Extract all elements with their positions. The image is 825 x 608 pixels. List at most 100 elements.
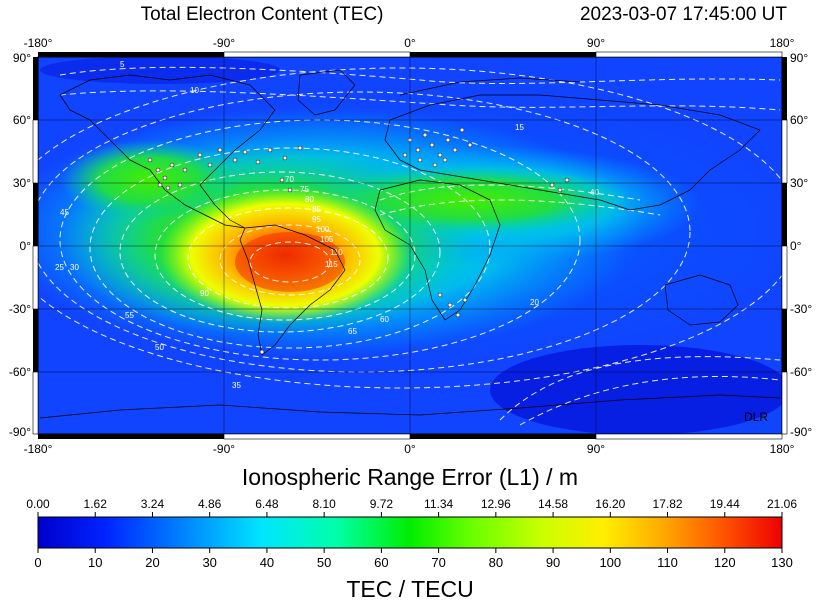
tec-tick-labels: 0 10 20 30 40 50 60 70 80 90 100 110 120 130 [34, 555, 792, 570]
y-axis-right-labels: 90° 60° 30° 0° -30° -60° -90° [790, 51, 812, 439]
south-america-outline [239, 224, 346, 356]
tec-tick: 90 [546, 555, 560, 570]
range-error-tick: 9.72 [370, 497, 394, 511]
tec-tick: 120 [714, 555, 736, 570]
range-error-tick: 17.82 [653, 497, 683, 511]
tec-axis-label: TEC / TECU [346, 576, 473, 602]
contour-label: 100 [316, 225, 330, 234]
contour-label: 20 [530, 298, 539, 307]
range-error-tick: 3.24 [141, 497, 165, 511]
range-error-tick: 8.10 [312, 497, 336, 511]
contour-label: 5 [120, 60, 125, 69]
range-error-tick: 21.06 [767, 497, 797, 511]
contour-label: 10 [190, 86, 199, 95]
tec-tick: 40 [260, 555, 274, 570]
tec-tick: 20 [145, 555, 159, 570]
contour-label: 95 [312, 215, 321, 224]
x-tick-label: 180° [770, 36, 795, 50]
arctic-coast [399, 77, 581, 96]
australia-outline [664, 274, 739, 326]
grid [38, 57, 782, 434]
tec-tick: 30 [202, 555, 216, 570]
range-error-tick: 1.62 [84, 497, 108, 511]
x-axis-top-labels: -180° -90° 0° 90° 180° [24, 36, 795, 50]
y-axis-left-labels: 90° 60° 30° 0° -30° -60° -90° [9, 51, 31, 439]
contour-label: 110 [330, 248, 343, 257]
contour-label: 70 [285, 175, 294, 184]
europe-asia-outline [384, 94, 761, 211]
range-error-tick: 11.34 [424, 497, 453, 511]
x-tick-label: 0° [404, 442, 416, 456]
contour-label: 105 [320, 235, 334, 244]
contour-label: 35 [232, 381, 241, 390]
timestamp: 2023-03-07 17:45:00 UT [580, 4, 787, 25]
x-tick-label: -90° [213, 36, 235, 50]
y-tick-label: 90° [790, 51, 808, 65]
y-tick-label: 90° [13, 51, 31, 65]
tec-tick: 110 [657, 555, 678, 570]
contour-label: 115 [325, 260, 338, 269]
range-error-tick: 14.58 [538, 497, 568, 511]
africa-outline [374, 179, 501, 321]
range-error-tick: 4.86 [198, 497, 222, 511]
contour-label: 30 [70, 263, 79, 272]
x-axis-bottom-labels: -180° -90° 0° 90° 180° [24, 442, 795, 456]
y-tick-label: 30° [13, 176, 31, 190]
contour-label: 55 [125, 311, 134, 320]
north-america-outline [59, 74, 276, 229]
range-error-label: Ionospheric Range Error (L1) / m [242, 464, 578, 490]
contour-labels: 5 10 15 20 25 30 35 40 45 50 55 60 65 70… [55, 60, 599, 390]
dlr-watermark: DLR [744, 410, 768, 424]
contour-label: 15 [515, 123, 524, 132]
coastlines [39, 69, 781, 419]
y-tick-label: -90° [9, 425, 31, 439]
contour-label: 65 [348, 327, 357, 336]
colorbar [37, 516, 783, 549]
tec-tick: 10 [88, 555, 102, 570]
y-tick-label: -60° [790, 365, 812, 379]
range-error-tick: 6.48 [255, 497, 279, 511]
x-tick-label: 0° [404, 36, 416, 50]
tec-tick: 70 [431, 555, 445, 570]
contour-label: 90 [200, 289, 209, 298]
y-tick-label: -60° [9, 365, 31, 379]
ground-stations [147, 127, 570, 355]
contour-label: 85 [312, 205, 321, 214]
tec-tick: 0 [34, 555, 41, 570]
x-tick-label: 180° [770, 442, 795, 456]
x-tick-label: 90° [587, 36, 605, 50]
y-tick-label: 60° [790, 113, 808, 127]
tec-tick: 50 [317, 555, 331, 570]
greenland-outline [297, 69, 356, 116]
contour-label: 60 [380, 315, 389, 324]
chart-title: Total Electron Content (TEC) [141, 4, 384, 25]
y-tick-label: -30° [790, 302, 812, 316]
contour-label: 75 [300, 185, 309, 194]
range-error-tick: 12.96 [481, 497, 511, 511]
range-error-tick: 0.00 [26, 497, 50, 511]
contour-label: 25 [55, 263, 64, 272]
x-tick-label: -180° [24, 36, 53, 50]
contour-label: 50 [155, 343, 164, 352]
tec-tick: 60 [374, 555, 388, 570]
range-error-tick: 16.20 [595, 497, 625, 511]
y-tick-label: 30° [790, 176, 808, 190]
range-error-tick: 19.44 [710, 497, 740, 511]
y-tick-label: 0° [20, 239, 32, 253]
antarctica-outline [39, 394, 781, 419]
y-tick-label: 0° [790, 239, 802, 253]
y-tick-label: -30° [9, 302, 31, 316]
tec-tick: 100 [599, 555, 621, 570]
map-frame [32, 51, 788, 440]
range-error-tick-labels: 0.00 1.62 3.24 4.86 6.48 8.10 9.72 11.34 12.96 14… [26, 497, 797, 511]
contour-label: 80 [305, 195, 314, 204]
contour-label: 40 [590, 188, 599, 197]
x-tick-label: -90° [213, 442, 235, 456]
y-tick-label: -90° [790, 425, 812, 439]
contour-label: 45 [60, 208, 69, 217]
x-tick-label: 90° [587, 442, 605, 456]
tec-tick: 130 [771, 555, 793, 570]
colorbar-tick-marks [37, 512, 783, 553]
y-tick-label: 60° [13, 113, 31, 127]
